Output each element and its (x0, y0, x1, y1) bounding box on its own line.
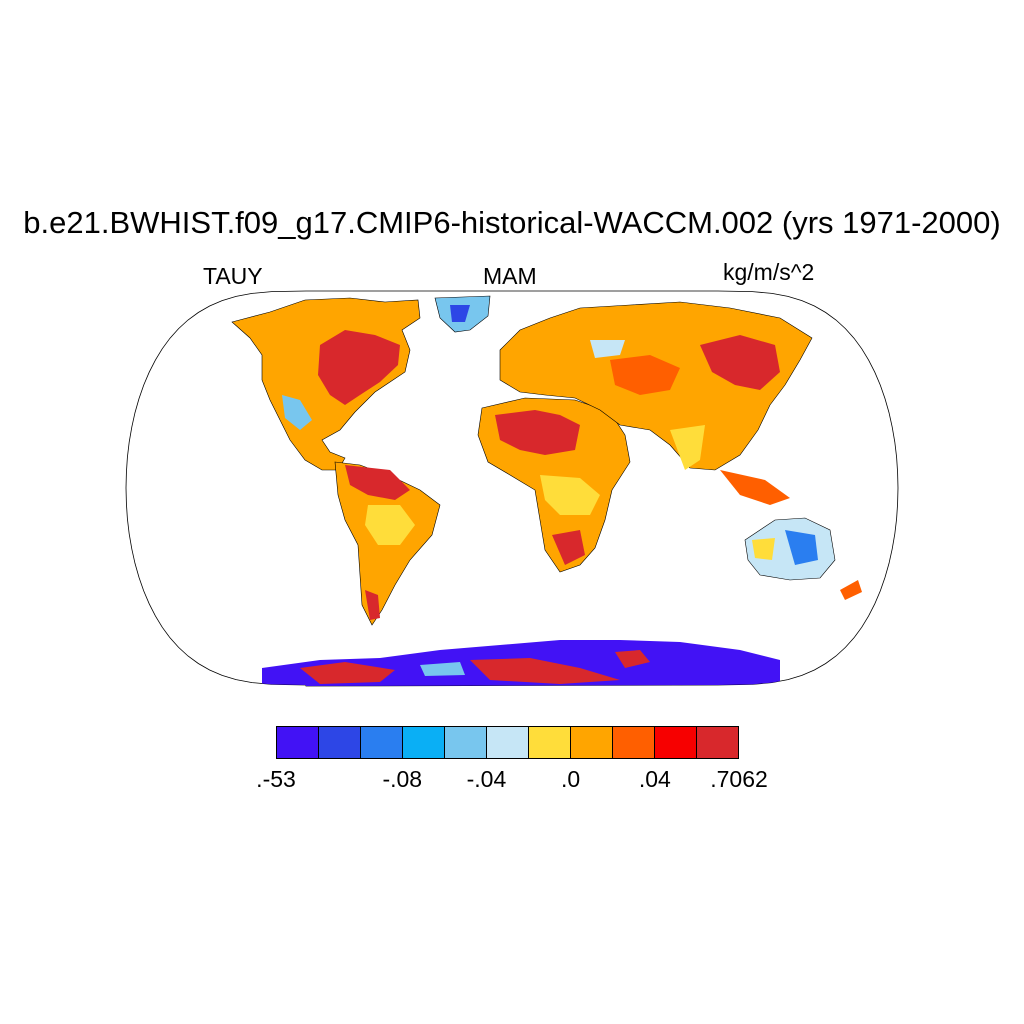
colorbar-label: .7062 (710, 766, 768, 792)
eurasia-red-central (610, 355, 680, 395)
colorbar-box (445, 727, 487, 758)
colorbar-label: .0 (561, 766, 581, 792)
land-field (231, 295, 862, 686)
season-label: MAM (483, 263, 537, 289)
antarctica-red-east (470, 658, 620, 684)
africa-red-north (495, 410, 580, 455)
plot-title: b.e21.BWHIST.f09_g17.CMIP6-historical-WA… (23, 205, 1001, 240)
colorbar-box (613, 727, 655, 758)
colorbar-box (361, 727, 403, 758)
australia-blue (785, 530, 818, 565)
south-america-tip (365, 590, 380, 620)
se-asia-land (720, 470, 790, 505)
south-america-red (345, 465, 410, 500)
colorbar-box (697, 727, 738, 758)
colorbar (276, 726, 739, 759)
australia-land (744, 517, 836, 581)
colorbar-box (277, 727, 319, 758)
colorbar-label: -.08 (382, 766, 423, 792)
antarctica-red-spot (615, 650, 650, 668)
africa-yellow-mid (540, 475, 600, 515)
colorbar-box (403, 727, 445, 758)
colorbar-label: .04 (638, 766, 671, 792)
eurasia-red-east (700, 335, 780, 390)
antarctica-red-west (300, 662, 395, 684)
north-america-red-core (318, 330, 400, 405)
africa-red-south (552, 530, 585, 565)
colorbar-box (487, 727, 529, 758)
north-america-cool (282, 395, 312, 430)
colorbar-label: .-53 (256, 766, 296, 792)
variable-label: TAUY (203, 263, 263, 289)
india-land (670, 425, 705, 470)
greenland-blue (450, 305, 470, 322)
south-america-yellow (365, 505, 415, 545)
new-zealand-land (840, 580, 862, 600)
colorbar-box (529, 727, 571, 758)
colorbar-box (655, 727, 697, 758)
units-label: kg/m/s^2 (723, 259, 815, 285)
colorbar-label: -.04 (466, 766, 507, 792)
colorbar-box (571, 727, 613, 758)
antarctica-cool (420, 662, 465, 676)
eurasia-cool (590, 340, 625, 358)
colorbar-box (319, 727, 361, 758)
australia-yellow (752, 538, 775, 560)
